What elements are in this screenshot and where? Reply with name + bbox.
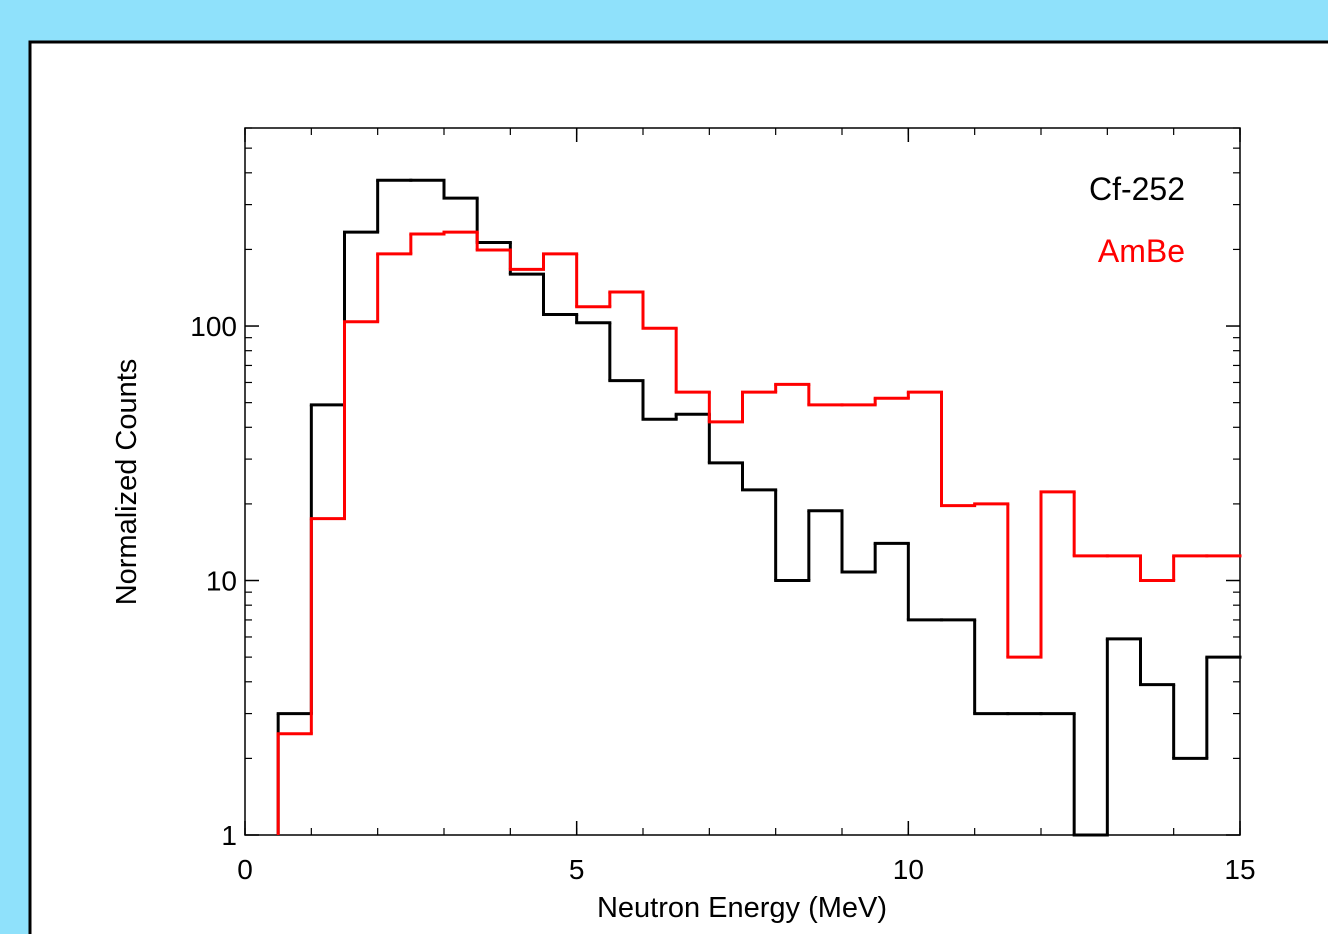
y-tick-label: 100 <box>190 311 237 342</box>
y-axis-label: Normalized Counts <box>111 359 143 606</box>
x-axis-label: Neutron Energy (MeV) <box>597 892 887 924</box>
panel <box>28 40 1328 934</box>
y-tick-label: 1 <box>221 820 237 851</box>
legend-entry: Cf-252 <box>1089 171 1185 207</box>
x-tick-label: 0 <box>237 854 253 885</box>
x-tick-label: 10 <box>893 854 924 885</box>
y-tick-label: 10 <box>206 566 237 597</box>
legend-entry: AmBe <box>1098 233 1185 269</box>
plot-frame <box>244 127 1241 836</box>
x-tick-label: 15 <box>1224 854 1255 885</box>
x-tick-label: 5 <box>569 854 585 885</box>
